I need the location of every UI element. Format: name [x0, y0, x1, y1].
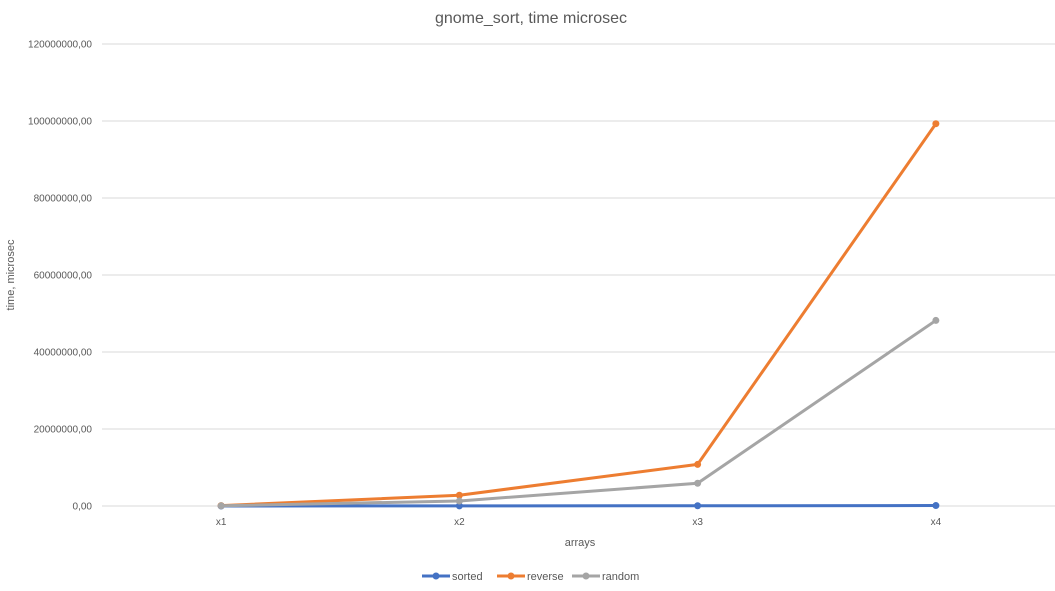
- y-tick-label: 80000000,00: [34, 194, 93, 205]
- y-tick-label: 60000000,00: [34, 271, 93, 282]
- series-reverse: [217, 120, 940, 510]
- legend-item-reverse: reverse: [497, 571, 564, 583]
- x-axis-label: arrays: [565, 537, 596, 549]
- y-tick-label: 20000000,00: [34, 425, 93, 436]
- data-point: [694, 460, 702, 468]
- legend: sorted reverse random: [422, 571, 639, 583]
- series-line: [219, 122, 938, 508]
- data-point: [694, 479, 702, 487]
- y-axis-label: time, microsec: [5, 239, 17, 310]
- legend-marker: [432, 572, 440, 580]
- series-sorted: [217, 502, 940, 510]
- data-point: [455, 491, 463, 499]
- legend-label: random: [602, 571, 639, 583]
- data-point: [455, 502, 463, 510]
- legend-marker: [582, 572, 590, 580]
- series-lines: [217, 120, 940, 510]
- y-axis-ticks: 0,00 20000000,00 40000000,00 60000000,00 800…: [28, 40, 92, 513]
- data-point: [217, 502, 225, 510]
- legend-marker: [507, 572, 515, 580]
- legend-label: sorted: [452, 571, 483, 583]
- y-tick-label: 0,00: [73, 502, 93, 513]
- x-axis-ticks: x1 x2 x3 x4: [216, 517, 942, 528]
- data-point: [932, 120, 940, 128]
- y-tick-label: 100000000,00: [28, 117, 92, 128]
- data-point: [694, 502, 702, 510]
- data-point: [932, 502, 940, 510]
- x-tick-label: x3: [692, 517, 703, 528]
- gridlines: [102, 43, 1055, 507]
- y-tick-label: 40000000,00: [34, 348, 93, 359]
- x-tick-label: x1: [216, 517, 227, 528]
- legend-item-sorted: sorted: [422, 571, 483, 583]
- chart-title: gnome_sort, time microsec: [435, 10, 627, 27]
- series-random: [217, 316, 940, 510]
- legend-item-random: random: [572, 571, 639, 583]
- legend-label: reverse: [527, 571, 564, 583]
- data-point: [455, 497, 463, 505]
- y-tick-label: 120000000,00: [28, 40, 92, 51]
- x-tick-label: x4: [931, 517, 942, 528]
- data-point: [932, 316, 940, 324]
- series-line: [219, 318, 938, 508]
- x-tick-label: x2: [454, 517, 465, 528]
